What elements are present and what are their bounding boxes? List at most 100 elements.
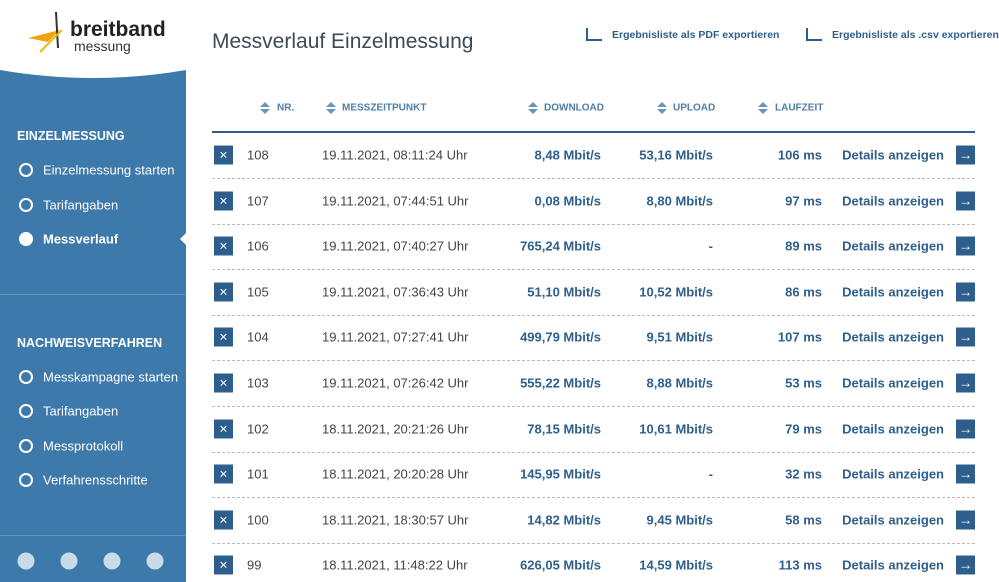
row-number: 102 [247,421,269,437]
timestamp: 18.11.2021, 11:48:22 Uhr [322,557,468,573]
delete-button[interactable]: × [214,555,233,575]
upload: 14,59 Mbit/s [639,557,713,573]
delete-button[interactable]: × [214,373,233,393]
details-link[interactable]: Details anzeigen [842,512,944,528]
logo-name: breitband [70,18,166,41]
footer-icon[interactable] [103,552,121,570]
upload: 8,88 Mbit/s [646,375,713,391]
details-link[interactable]: Details anzeigen [842,238,944,254]
details-link[interactable]: Details anzeigen [842,147,944,163]
row-separator [212,269,975,271]
sort-icon [260,102,270,107]
details-link[interactable]: Details anzeigen [842,421,944,437]
details-button[interactable]: → [956,373,975,393]
sort-icon [260,109,270,114]
row-separator [212,178,975,179]
nav-item[interactable]: Einzelmessung starten [43,162,175,178]
row-number: 101 [247,466,269,482]
upload: - [708,238,713,254]
download: 8,48 Mbit/s [534,147,601,163]
column-header[interactable]: LAUFZEIT [775,102,824,114]
details-link[interactable]: Details anzeigen [842,557,944,573]
sort-icon [758,109,768,114]
download: 555,22 Mbit/s [520,375,601,391]
details-link[interactable]: Details anzeigen [842,329,944,345]
details-button[interactable]: → [956,145,975,165]
column-header[interactable]: NR. [277,102,295,114]
nav-item[interactable]: Messprotokoll [43,438,124,454]
download: 0,08 Mbit/s [534,193,601,209]
export-link[interactable]: Ergebnisliste als .csv exportieren [832,29,999,41]
details-link[interactable]: Details anzeigen [842,466,944,482]
logo-sub: messung [74,38,131,54]
latency: 97 ms [785,193,822,209]
footer-icon[interactable] [60,552,78,570]
nav-icon [19,473,33,487]
row-separator [212,406,975,407]
nav-item[interactable]: Messverlauf [43,231,119,247]
upload: - [708,466,713,482]
delete-button[interactable]: × [214,282,233,302]
delete-button[interactable]: × [214,145,233,165]
column-header[interactable]: DOWNLOAD [544,102,604,114]
latency: 89 ms [785,238,822,254]
upload: 8,80 Mbit/s [646,193,713,209]
column-header[interactable]: MESSZEITPUNKT [342,102,427,114]
timestamp: 19.11.2021, 07:40:27 Uhr [322,238,469,254]
download: 78,15 Mbit/s [527,421,601,437]
row-separator [212,497,975,499]
delete-button[interactable]: × [214,191,233,211]
nav-item[interactable]: Verfahrensschritte [43,472,148,488]
timestamp: 19.11.2021, 08:11:24 Uhr [322,147,468,163]
nav-item[interactable]: Messkampagne starten [43,369,179,385]
details-button[interactable]: → [956,419,975,439]
timestamp: 18.11.2021, 20:20:28 Uhr [322,466,469,482]
nav-icon [19,439,33,453]
nav-icon [19,370,33,384]
latency: 79 ms [785,421,822,437]
export-link[interactable]: Ergebnisliste als PDF exportieren [612,29,780,41]
header-rule [212,131,975,133]
divider [0,294,186,295]
page-title: Messverlauf Einzelmessung [212,30,474,53]
latency: 32 ms [785,466,822,482]
delete-button[interactable]: × [214,419,233,439]
timestamp: 19.11.2021, 07:36:43 Uhr [322,284,469,300]
details-button[interactable]: → [956,282,975,302]
delete-button[interactable]: × [214,327,233,347]
row-separator [212,314,975,316]
column-header[interactable]: UPLOAD [673,102,716,114]
row-separator [212,451,975,453]
details-button[interactable]: → [956,236,975,256]
details-button[interactable]: → [956,510,975,530]
nav-item[interactable]: Tarifangaben [43,197,119,213]
delete-button[interactable]: × [214,464,233,484]
active-marker [180,233,186,245]
upload: 9,45 Mbit/s [646,512,713,528]
footer-icon[interactable] [146,552,164,570]
download: 51,10 Mbit/s [527,284,601,300]
row-number: 106 [247,238,269,254]
details-button[interactable]: → [956,327,975,347]
details-button[interactable]: → [956,555,975,575]
details-link[interactable]: Details anzeigen [842,193,944,209]
sidebar [0,0,186,582]
nav-item[interactable]: Tarifangaben [43,403,119,419]
sort-icon [657,109,667,114]
delete-button[interactable]: × [214,236,233,256]
latency: 53 ms [785,375,822,391]
nav-icon [19,198,33,212]
latency: 107 ms [777,329,822,345]
row-separator [212,542,975,544]
details-link[interactable]: Details anzeigen [842,375,944,391]
latency: 113 ms [778,557,822,573]
timestamp: 18.11.2021, 18:30:57 Uhr [322,512,469,528]
details-button[interactable]: → [956,191,975,211]
sort-icon [326,102,336,107]
footer-icon[interactable] [17,552,35,570]
details-link[interactable]: Details anzeigen [842,284,944,300]
details-button[interactable]: → [956,464,975,484]
delete-button[interactable]: × [214,510,233,530]
download: 499,79 Mbit/s [520,329,601,345]
row-number: 104 [247,329,269,345]
